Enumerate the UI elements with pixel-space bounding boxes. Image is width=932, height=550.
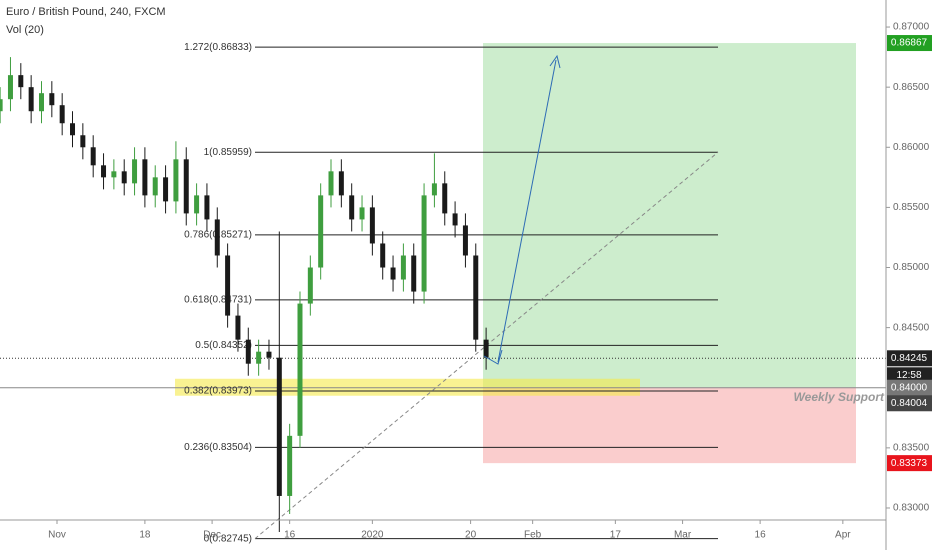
candle-body bbox=[411, 255, 417, 292]
candle-body bbox=[70, 123, 76, 136]
last-price-badge-bg bbox=[887, 350, 932, 367]
last-price-badge: 0.84245 bbox=[891, 353, 928, 364]
fib-label: 0(0.82745) bbox=[204, 533, 252, 544]
candle-body bbox=[204, 195, 210, 220]
fib-label: 1(0.85959) bbox=[204, 147, 252, 158]
target-badge: 0.86867 bbox=[891, 38, 928, 49]
candle-body bbox=[38, 93, 44, 112]
candle-body bbox=[307, 267, 313, 304]
candle-body bbox=[214, 219, 220, 256]
x-tick-label: Mar bbox=[674, 530, 692, 541]
x-tick-label: 16 bbox=[755, 530, 767, 541]
candle-body bbox=[380, 243, 386, 268]
candle-body bbox=[90, 147, 96, 166]
stop-badge: 0.83373 bbox=[891, 458, 928, 469]
x-tick-label: Feb bbox=[524, 530, 542, 541]
x-tick-label: 16 bbox=[284, 530, 296, 541]
x-tick-label: 17 bbox=[610, 530, 622, 541]
candle-body bbox=[225, 255, 231, 316]
candle-body bbox=[101, 165, 107, 178]
candle-body bbox=[152, 177, 158, 196]
candle-body bbox=[7, 75, 13, 100]
y-tick-label: 0.83500 bbox=[893, 443, 930, 454]
fib-label: 0.382(0.83973) bbox=[184, 386, 252, 397]
y-tick-label: 0.86500 bbox=[893, 82, 930, 93]
y-tick-label: 0.86000 bbox=[893, 142, 930, 153]
candle-body bbox=[318, 195, 324, 268]
candle-body bbox=[194, 195, 200, 214]
support-badge: 0.84000 bbox=[891, 382, 928, 393]
arrow-tail bbox=[483, 349, 503, 365]
plot-area: Weekly Support 1.272(0.86833) 1(0.85959) 0.… bbox=[0, 42, 886, 544]
candle-body bbox=[121, 171, 127, 184]
arrow-head bbox=[549, 54, 561, 69]
y-tick-label: 0.87000 bbox=[893, 22, 930, 33]
candle-body bbox=[245, 339, 251, 364]
support-badge-bg bbox=[887, 379, 932, 396]
support-text: Weekly Support bbox=[794, 390, 885, 404]
candle-body bbox=[390, 267, 396, 280]
x-tick-label: Nov bbox=[48, 530, 66, 541]
x-tick-label: 20 bbox=[465, 530, 477, 541]
candle-body bbox=[111, 171, 117, 178]
target-badge-bg bbox=[887, 35, 932, 52]
candle-body bbox=[132, 159, 138, 184]
candle-body bbox=[163, 177, 169, 202]
candle-body bbox=[462, 225, 468, 256]
candle-body bbox=[49, 93, 55, 106]
y-tick-label: 0.84500 bbox=[893, 322, 930, 333]
candle-body bbox=[142, 159, 148, 196]
candle-body bbox=[431, 183, 437, 196]
candle-body bbox=[266, 351, 272, 358]
candle-body bbox=[287, 435, 293, 496]
candle-body bbox=[473, 255, 479, 340]
y-tick-label: 0.83000 bbox=[893, 503, 930, 514]
candle-body bbox=[338, 171, 344, 196]
candle-body bbox=[328, 171, 334, 196]
candle-body bbox=[80, 135, 86, 148]
fib-label: 1.272(0.86833) bbox=[184, 42, 252, 53]
y-tick-label: 0.85000 bbox=[893, 262, 930, 273]
candle-body bbox=[0, 99, 3, 112]
candle-body bbox=[452, 213, 458, 226]
entry-badge-bg bbox=[887, 395, 932, 412]
candle-body bbox=[276, 357, 282, 496]
entry-badge: 0.84004 bbox=[891, 398, 928, 409]
countdown: 12:58 bbox=[896, 370, 921, 381]
candle-body bbox=[256, 351, 262, 364]
candle-body bbox=[359, 207, 365, 220]
x-tick-label: Dec bbox=[203, 530, 221, 541]
x-tick-label: 2020 bbox=[361, 530, 384, 541]
candle-body bbox=[173, 159, 179, 202]
forecast-arrow bbox=[497, 59, 557, 363]
candle-body bbox=[421, 195, 427, 292]
candle-body bbox=[369, 207, 375, 244]
candle-body bbox=[400, 255, 406, 280]
candle-body bbox=[235, 315, 241, 340]
fib-label: 0.5(0.84352) bbox=[195, 340, 252, 351]
candle-body bbox=[59, 105, 65, 124]
candle-body bbox=[442, 183, 448, 214]
fib-label: 0.618(0.84731) bbox=[184, 294, 252, 305]
stop-badge-bg bbox=[887, 455, 932, 472]
indicator-label: Vol (20) bbox=[6, 24, 44, 36]
chart-title: Euro / British Pound, 240, FXCM bbox=[6, 6, 166, 18]
x-tick-label: Apr bbox=[835, 530, 851, 541]
candle-body bbox=[297, 303, 303, 436]
candle-body bbox=[349, 195, 355, 220]
candle-body bbox=[18, 75, 24, 88]
stop-zone bbox=[483, 387, 856, 464]
target-zone bbox=[483, 43, 856, 388]
candle-body bbox=[483, 339, 489, 358]
candle-body bbox=[183, 159, 189, 214]
fib-label: 0.236(0.83504) bbox=[184, 442, 252, 453]
x-tick-label: 18 bbox=[139, 530, 151, 541]
candle-body bbox=[28, 87, 34, 112]
countdown-bg bbox=[887, 367, 932, 384]
y-tick-label: 0.85500 bbox=[893, 202, 930, 213]
